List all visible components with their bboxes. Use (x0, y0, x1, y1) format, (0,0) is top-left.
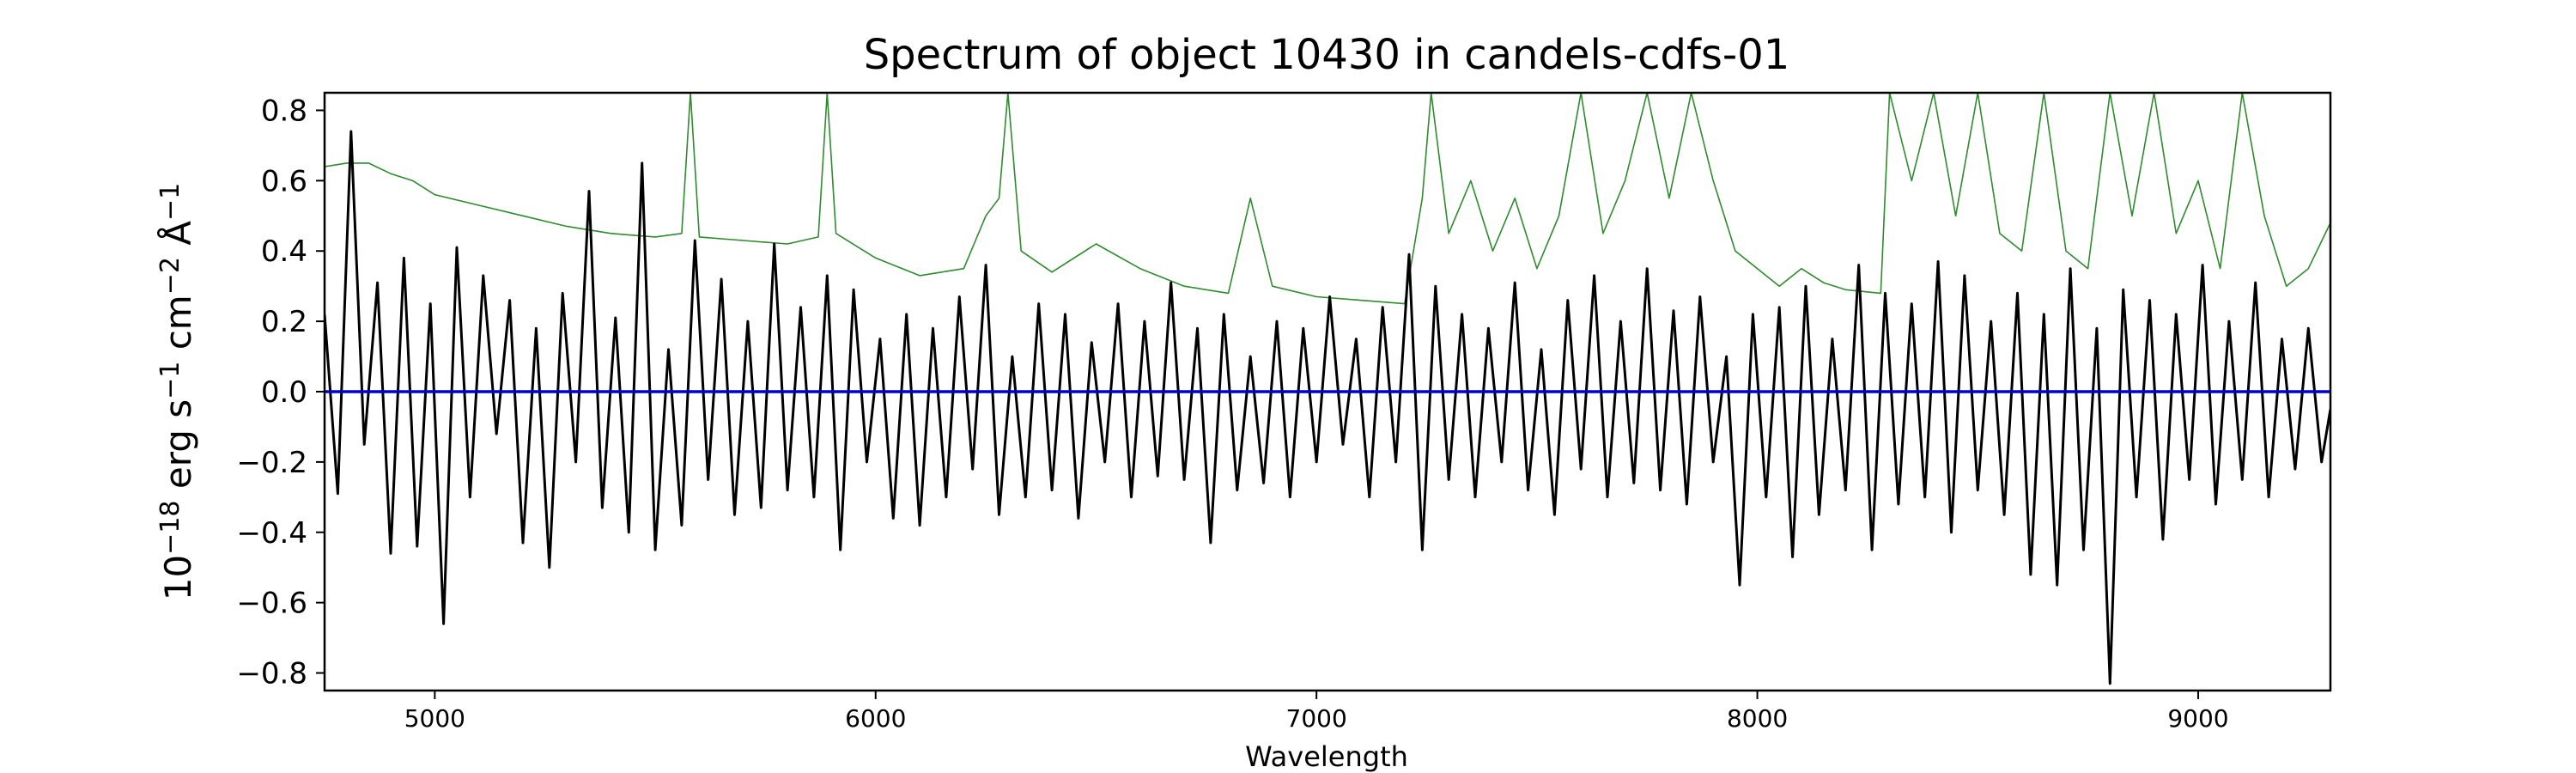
series-layer (325, 93, 2330, 685)
x-tick-label: 5000 (404, 704, 465, 733)
y-axis-label-ang: Å (156, 221, 199, 257)
y-axis-label-exp2: −1 (155, 362, 185, 399)
y-axis-label-erg: erg s (157, 399, 199, 501)
y-tick-label: 0.6 (261, 164, 307, 198)
chart-title: Spectrum of object 10430 in candels-cdfs… (864, 31, 1790, 79)
y-tick-label: 0.8 (261, 94, 307, 128)
y-tick-label: −0.4 (236, 516, 307, 551)
x-axis: 5000 6000 7000 8000 9000 (404, 691, 2229, 733)
y-axis-label-exp1: −18 (155, 501, 185, 555)
y-tick-label: −0.8 (236, 657, 307, 691)
y-tick-label: −0.6 (236, 587, 307, 621)
y-axis-label-exp3: −2 (155, 257, 185, 295)
x-tick-label: 6000 (845, 704, 906, 733)
y-tick-label: 0.0 (261, 375, 307, 410)
y-axis-label-cm: cm (157, 295, 199, 361)
x-tick-label: 9000 (2167, 704, 2228, 733)
x-tick-label: 8000 (1727, 704, 1788, 733)
y-axis: −0.8 −0.6 −0.4 −0.2 0.0 0.2 0.4 0.6 0.8 (236, 94, 325, 691)
y-axis-label: 10−18 erg s−1 cm−2 Å−1 (155, 183, 199, 601)
series-line-1 (325, 93, 2330, 305)
series-line-0 (325, 130, 2330, 685)
x-axis-label: Wavelength (1245, 740, 1408, 773)
y-axis-label-base: 10 (157, 555, 199, 600)
x-tick-label: 7000 (1286, 704, 1347, 733)
y-tick-label: 0.4 (261, 234, 307, 269)
y-axis-label-exp4: −1 (155, 183, 185, 221)
y-tick-label: 0.2 (261, 305, 307, 339)
y-tick-label: −0.2 (236, 446, 307, 480)
